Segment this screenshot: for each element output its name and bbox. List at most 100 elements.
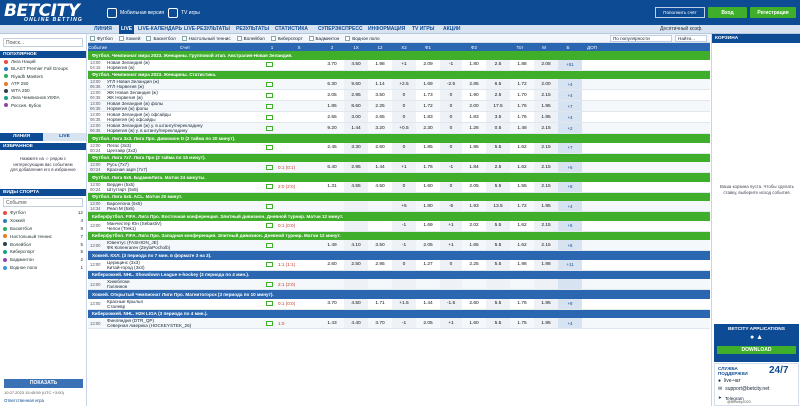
odds-cell[interactable]: 1.26 (469, 125, 479, 131)
odds-cell[interactable]: 1.93 (469, 203, 479, 209)
odds-cell[interactable]: 1.80 (423, 203, 433, 209)
odds-cell[interactable]: 0 (392, 142, 416, 153)
league-header[interactable]: Киберхоккей. NHL. Showdown League e-hock… (88, 270, 710, 279)
sport-item[interactable]: Хоккей 4 (0, 217, 86, 225)
odds-cell[interactable]: 1.80 (469, 62, 479, 67)
odds-cell[interactable]: 2.05 (327, 92, 337, 98)
popular-item[interactable]: ATP 250 (0, 80, 86, 87)
event-row[interactable]: 13:00 00:24 Русь (7x7) Красная заря (7x7) 0:… (88, 162, 710, 173)
odds-cell[interactable]: 5.5 (486, 298, 510, 309)
odds-cell[interactable]: 1.70 (517, 92, 527, 98)
odds-cell[interactable] (368, 279, 392, 289)
odds-cell[interactable]: +2.5 (392, 79, 416, 89)
odds-cell[interactable]: 0 (440, 101, 462, 111)
odds-cell[interactable]: 5.5 (486, 220, 510, 231)
odds-cell[interactable]: +8 (558, 181, 582, 192)
league-header[interactable]: Футбол. Лига 5x5. БадминЛига. Матчи 24 м… (88, 173, 710, 182)
odds-cell[interactable]: 0.5 (486, 123, 510, 133)
event-row[interactable]: 13:00 06:35 Новая Зеландия (ж) фолы Норвеги… (88, 101, 710, 112)
team-home[interactable]: Церицинс (3x3) (107, 259, 140, 265)
filter-checkbox[interactable]: Бадминтон (308, 35, 339, 41)
odds-cell[interactable]: +2 (558, 123, 582, 133)
telegram-link[interactable]: ➤ Telegram (718, 395, 744, 401)
popular-item[interactable]: WTA 250 (0, 87, 86, 94)
odds-cell[interactable]: +4 (558, 90, 582, 100)
odds-cell[interactable]: +1.5 (392, 298, 416, 309)
event-row[interactable]: 13:00 Ювентус (FASHION_JE) ФК Копенгаген (… (88, 240, 710, 251)
odds-cell[interactable] (440, 279, 462, 289)
event-row[interactable]: 13:00 Церицинс (3x3) Китай-город (3x3) 1:1 … (88, 259, 710, 271)
odds-cell[interactable]: +11 (558, 259, 582, 270)
odds-cell[interactable]: 1.49 (327, 242, 337, 248)
event-row[interactable]: 13:00 06:35 УГЛ Новая Зеландия (ж) УГЛ Норв… (88, 79, 710, 90)
odds-cell[interactable]: -1 (392, 240, 416, 250)
odds-cell[interactable] (368, 221, 392, 231)
odds-cell[interactable]: 2.55 (327, 114, 337, 120)
sport-item[interactable]: Бадминтон 2 (0, 256, 86, 264)
odds-cell[interactable]: +1 (440, 240, 462, 250)
odds-cell[interactable] (320, 221, 344, 231)
odds-cell[interactable]: 2.05 (423, 242, 433, 248)
odds-cell[interactable]: 2.60 (327, 262, 337, 267)
odds-cell[interactable]: 1.62 (517, 223, 527, 228)
league-header[interactable]: Хоккей. Открытый Чемпионат Лиги Про. Маг… (88, 290, 710, 299)
odds-cell[interactable]: 1.76 (423, 164, 433, 170)
responsible-gaming-link[interactable]: Ответственная игра (4, 398, 44, 403)
team-away[interactable]: Норвегия (ж) у. в штангу/перекладину (107, 128, 188, 133)
team-away[interactable]: Галлинон (107, 284, 128, 289)
odds-cell[interactable]: 1.43 (327, 320, 337, 326)
events-search-input[interactable]: Найти... (675, 34, 707, 42)
team-away[interactable]: Центавр (3x3) (107, 147, 137, 153)
odds-cell[interactable]: 0 (440, 181, 462, 192)
event-row[interactable]: 13:00 Финляндия (DTR_QP) Северная Америка … (88, 318, 710, 329)
odds-cell[interactable]: +7 (558, 142, 582, 153)
odds-cell[interactable]: 2.00 (469, 103, 479, 109)
odds-cell[interactable]: 4.50 (344, 298, 368, 309)
odds-cell[interactable]: 0 (392, 112, 416, 122)
tab-line[interactable]: ЛИНИЯ (0, 133, 43, 142)
odds-cell[interactable]: -1 (440, 162, 462, 172)
odds-cell[interactable] (462, 279, 486, 289)
odds-cell[interactable]: 4.40 (344, 318, 368, 328)
odds-cell[interactable]: 1.71 (375, 301, 385, 306)
team-home[interactable]: Ювентус (FASHION_JE) (107, 240, 159, 245)
nav-line[interactable]: ЛИНИЯ (94, 26, 112, 32)
odds-cell[interactable]: 1.73 (423, 92, 433, 98)
odds-cell[interactable] (320, 201, 344, 211)
odds-cell[interactable]: 1.14 (375, 81, 385, 87)
team-home[interactable]: ЖК Новая Зеландия (ж) (107, 90, 158, 95)
odds-cell[interactable]: 0 (392, 259, 416, 270)
odds-cell[interactable]: 3.30 (344, 142, 368, 153)
odds-cell[interactable]: -1 (392, 318, 416, 328)
odds-cell[interactable]: +6 (558, 220, 582, 231)
odds-cell[interactable]: 2.08 (534, 59, 558, 70)
odds-cell[interactable]: 1.84 (469, 164, 479, 170)
league-header[interactable]: Киберфутбол. FIFA. Лига Про. Восточная к… (88, 212, 710, 221)
team-away[interactable]: ФК Копенгаген (ZeylaPocholb) (107, 245, 171, 250)
odds-cell[interactable]: 2.00 (534, 79, 558, 89)
odds-cell[interactable]: 1.88 (517, 62, 527, 67)
team-home[interactable]: Финляндия (DTR_QP) (107, 318, 155, 323)
odds-cell[interactable]: +1 (392, 59, 416, 70)
odds-cell[interactable] (534, 279, 558, 289)
odds-cell[interactable]: 4.50 (375, 184, 385, 189)
email-link[interactable]: ✉ support@betcity.net (718, 386, 770, 392)
odds-cell[interactable] (510, 279, 534, 289)
odds-cell[interactable]: 2.50 (344, 259, 368, 270)
show-button[interactable]: ПОКАЗАТЬ (4, 379, 83, 388)
team-away[interactable]: Сталевр (107, 303, 126, 309)
odds-cell[interactable]: +4 (558, 318, 582, 328)
odds-cell[interactable]: 0 (440, 142, 462, 153)
league-header[interactable]: Футбол. Чемпионат мира 2023. Женщины. Ст… (88, 70, 710, 79)
league-header[interactable]: Футбол. Лига 7x7. Лига Про (2 тайма по 1… (88, 153, 710, 162)
odds-cell[interactable]: +8 (558, 298, 582, 309)
odds-cell[interactable]: 1.48 (517, 125, 527, 131)
odds-cell[interactable]: +1 (392, 162, 416, 172)
popular-item[interactable]: BLAST Premier Fall Groups (0, 65, 86, 72)
odds-cell[interactable]: +4 (558, 112, 582, 122)
odds-cell[interactable]: 1.72 (517, 81, 527, 87)
odds-cell[interactable]: 5.5 (486, 142, 510, 153)
live-chat-link[interactable]: ● live-чат (718, 378, 741, 384)
sport-item[interactable]: Волейбол 5 (0, 240, 86, 248)
event-row[interactable]: 13:00 06:35 Новая Зеландия (ж) офсайды Норв… (88, 112, 710, 123)
